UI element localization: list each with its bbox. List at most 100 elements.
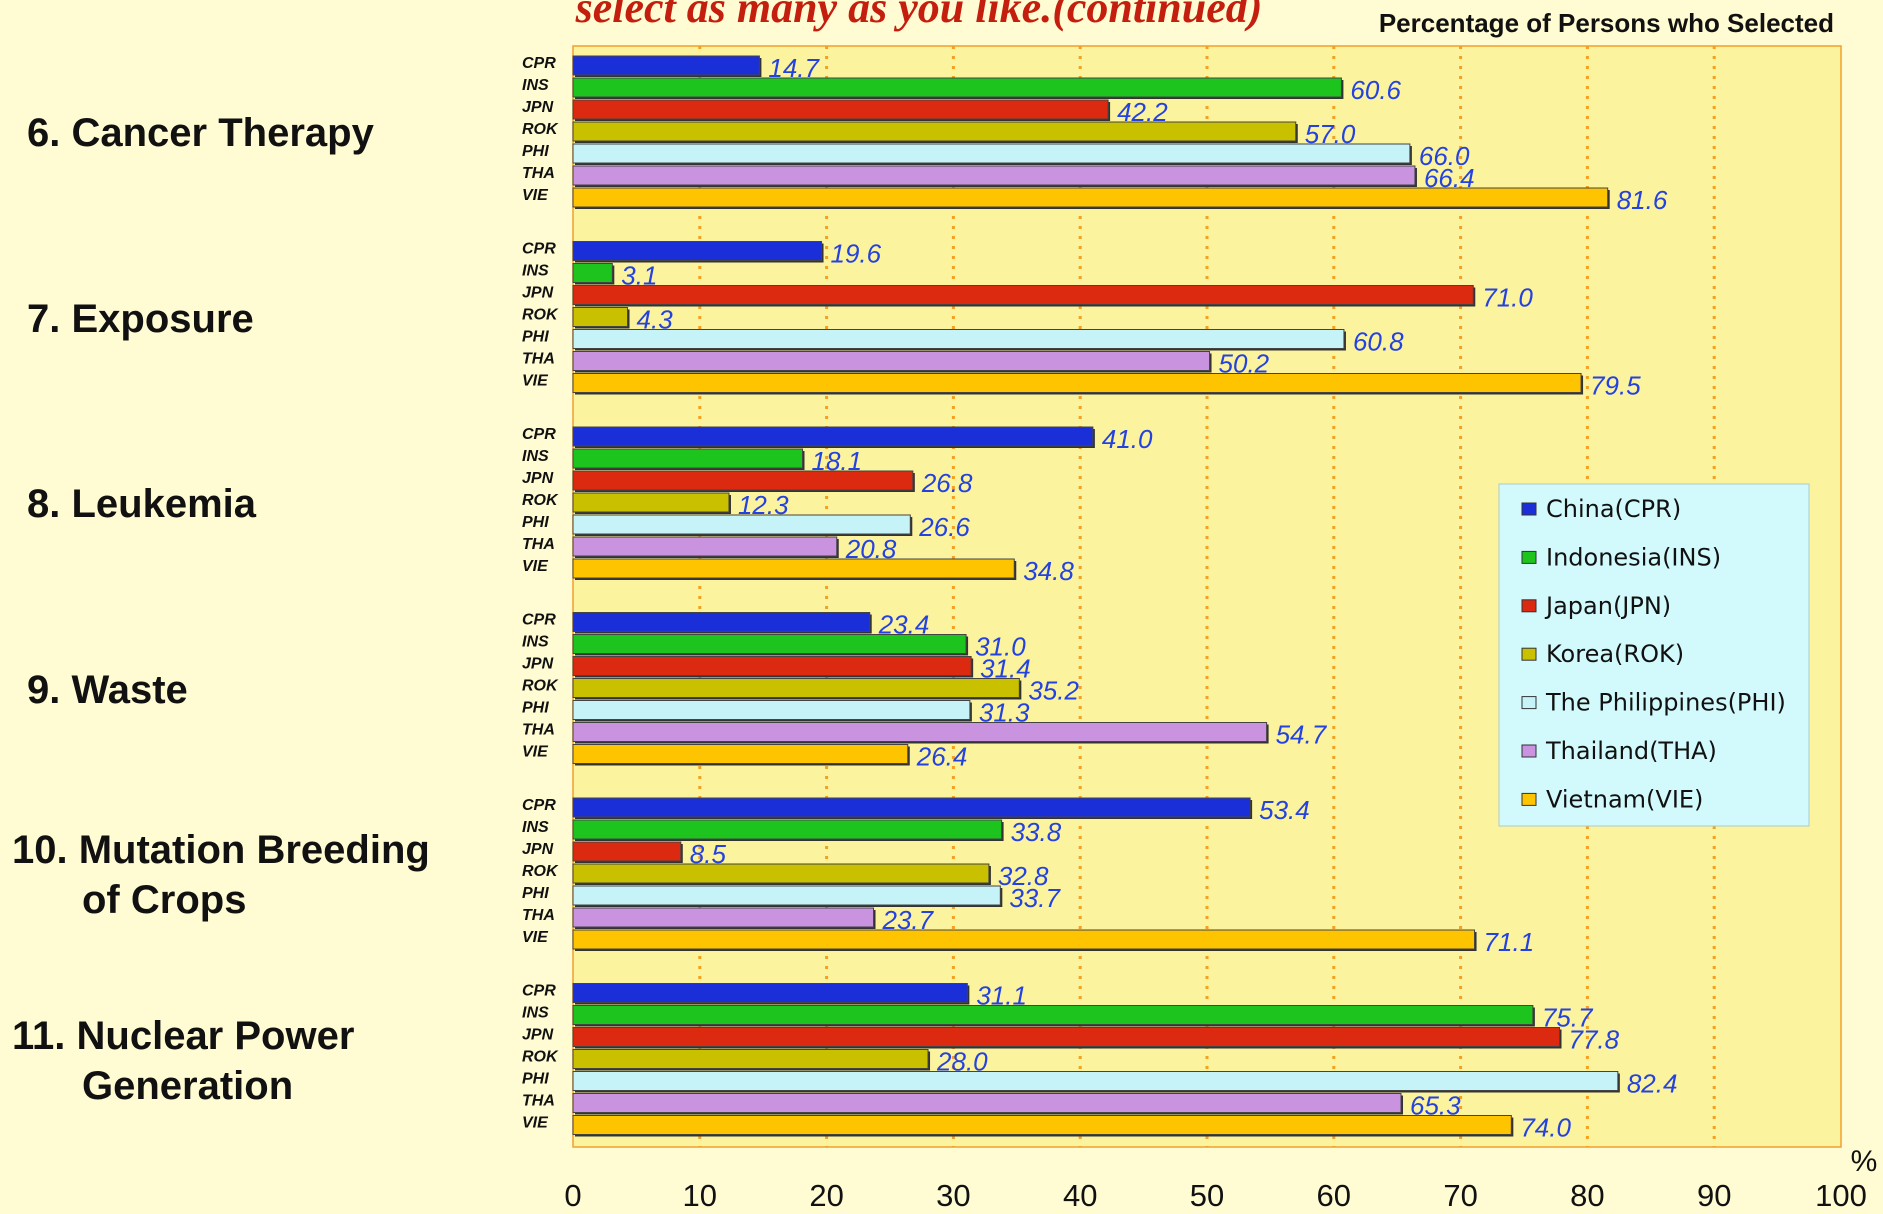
x-tick-label: 80 bbox=[1570, 1178, 1604, 1213]
bar-code-label: CPR bbox=[522, 55, 556, 72]
value-label: 82.4 bbox=[1627, 1068, 1678, 1098]
bar-code-label: INS bbox=[522, 77, 549, 94]
bar-code-label: THA bbox=[522, 722, 555, 739]
legend-swatch bbox=[1521, 550, 1537, 564]
bar-code-label: INS bbox=[522, 448, 549, 465]
bar bbox=[572, 656, 972, 676]
bar-code-label: JPN bbox=[522, 285, 554, 302]
bar-code-label: CPR bbox=[522, 797, 556, 814]
legend-label: Vietnam(VIE) bbox=[1546, 785, 1703, 813]
value-label: 41.0 bbox=[1102, 424, 1153, 454]
value-label: 34.8 bbox=[1023, 556, 1074, 586]
bar-code-label: THA bbox=[522, 165, 555, 182]
bar bbox=[572, 263, 613, 283]
legend-box bbox=[1498, 483, 1810, 827]
bar-code-label: CPR bbox=[522, 426, 556, 443]
bar bbox=[572, 558, 1015, 579]
unit-label: % bbox=[1851, 1145, 1878, 1178]
bar-code-label: INS bbox=[522, 1005, 549, 1022]
bar-code-label: ROK bbox=[522, 492, 559, 509]
bar bbox=[572, 187, 1609, 208]
legend-swatch bbox=[1521, 792, 1537, 806]
value-label: 26.4 bbox=[916, 741, 968, 771]
bar-code-label: VIE bbox=[522, 373, 549, 390]
bar-code-label: INS bbox=[522, 263, 549, 280]
legend-label: Thailand(THA) bbox=[1545, 737, 1717, 765]
bar bbox=[572, 1027, 1561, 1047]
x-axis-title: Percentage of Persons who Selected bbox=[1379, 8, 1834, 38]
x-tick-label: 90 bbox=[1697, 1178, 1731, 1213]
bar-code-label: THA bbox=[522, 536, 555, 553]
value-label: 26.8 bbox=[921, 468, 973, 498]
bar bbox=[572, 722, 1268, 742]
bar bbox=[572, 143, 1411, 164]
bar-code-label: VIE bbox=[522, 1115, 549, 1132]
legend-swatch bbox=[1521, 502, 1537, 516]
x-tick-label: 30 bbox=[936, 1178, 970, 1213]
bar bbox=[572, 470, 914, 491]
bar-code-label: PHI bbox=[522, 700, 549, 717]
value-label: 81.6 bbox=[1617, 185, 1668, 215]
bar-code-label: CPR bbox=[522, 612, 556, 629]
bar bbox=[572, 841, 682, 862]
x-tick-label: 50 bbox=[1190, 1178, 1224, 1213]
bar bbox=[572, 241, 823, 261]
bar bbox=[572, 634, 967, 654]
category-label: 6. Cancer Therapy bbox=[27, 111, 374, 155]
legend-label: The Philippines(PHI) bbox=[1545, 689, 1786, 717]
chart-title: select as many as you like.(continued) bbox=[575, 0, 1263, 32]
legend-swatch bbox=[1521, 696, 1537, 710]
legend-label: Korea(ROK) bbox=[1546, 640, 1684, 668]
bar bbox=[572, 1005, 1534, 1025]
value-label: 74.0 bbox=[1520, 1112, 1571, 1142]
value-label: 60.8 bbox=[1353, 326, 1404, 356]
bar-code-label: INS bbox=[522, 634, 549, 651]
bar-code-label: ROK bbox=[522, 307, 559, 324]
bar-code-label: VIE bbox=[522, 558, 549, 575]
x-tick-label: 20 bbox=[809, 1178, 843, 1213]
value-label: 54.7 bbox=[1276, 719, 1328, 749]
value-label: 71.1 bbox=[1484, 927, 1535, 957]
bar-code-label: PHI bbox=[522, 885, 549, 902]
category-label: 8. Leukemia bbox=[27, 482, 257, 526]
value-label: 60.6 bbox=[1350, 75, 1401, 105]
bar bbox=[572, 797, 1251, 818]
bar bbox=[572, 329, 1345, 349]
bar-code-label: JPN bbox=[522, 1027, 554, 1044]
bar bbox=[572, 514, 911, 535]
bar-code-label: CPR bbox=[522, 983, 556, 1000]
bar-code-label: VIE bbox=[522, 744, 549, 761]
bar bbox=[572, 55, 760, 76]
bar bbox=[572, 77, 1342, 98]
bar bbox=[572, 1049, 929, 1069]
x-tick-label: 40 bbox=[1063, 1178, 1097, 1213]
bar bbox=[572, 700, 971, 720]
bar bbox=[572, 819, 1003, 840]
bar-code-label: PHI bbox=[522, 329, 549, 346]
value-label: 79.5 bbox=[1590, 370, 1641, 400]
value-label: 33.7 bbox=[1009, 883, 1061, 913]
bar bbox=[572, 863, 990, 884]
bar bbox=[572, 121, 1297, 142]
bar-code-label: INS bbox=[522, 819, 549, 836]
bar bbox=[572, 929, 1476, 950]
bar-code-label: CPR bbox=[522, 241, 556, 258]
bar-code-label: ROK bbox=[522, 121, 559, 138]
bar bbox=[572, 307, 629, 327]
bar bbox=[572, 426, 1094, 447]
x-tick-label: 70 bbox=[1443, 1178, 1477, 1213]
category-label: 11. Nuclear Power Generation bbox=[12, 1013, 355, 1108]
bar bbox=[572, 99, 1109, 120]
value-label: 53.4 bbox=[1259, 795, 1310, 825]
bar-code-label: VIE bbox=[522, 929, 549, 946]
bar-code-label: JPN bbox=[522, 656, 554, 673]
legend-label: Indonesia(INS) bbox=[1546, 543, 1721, 571]
value-label: 19.6 bbox=[831, 238, 882, 268]
bar-code-label: ROK bbox=[522, 678, 559, 695]
bar bbox=[572, 678, 1020, 698]
bar bbox=[572, 536, 838, 557]
value-label: 77.8 bbox=[1569, 1024, 1620, 1054]
category-label: 10. Mutation Breeding of Crops bbox=[12, 828, 430, 922]
